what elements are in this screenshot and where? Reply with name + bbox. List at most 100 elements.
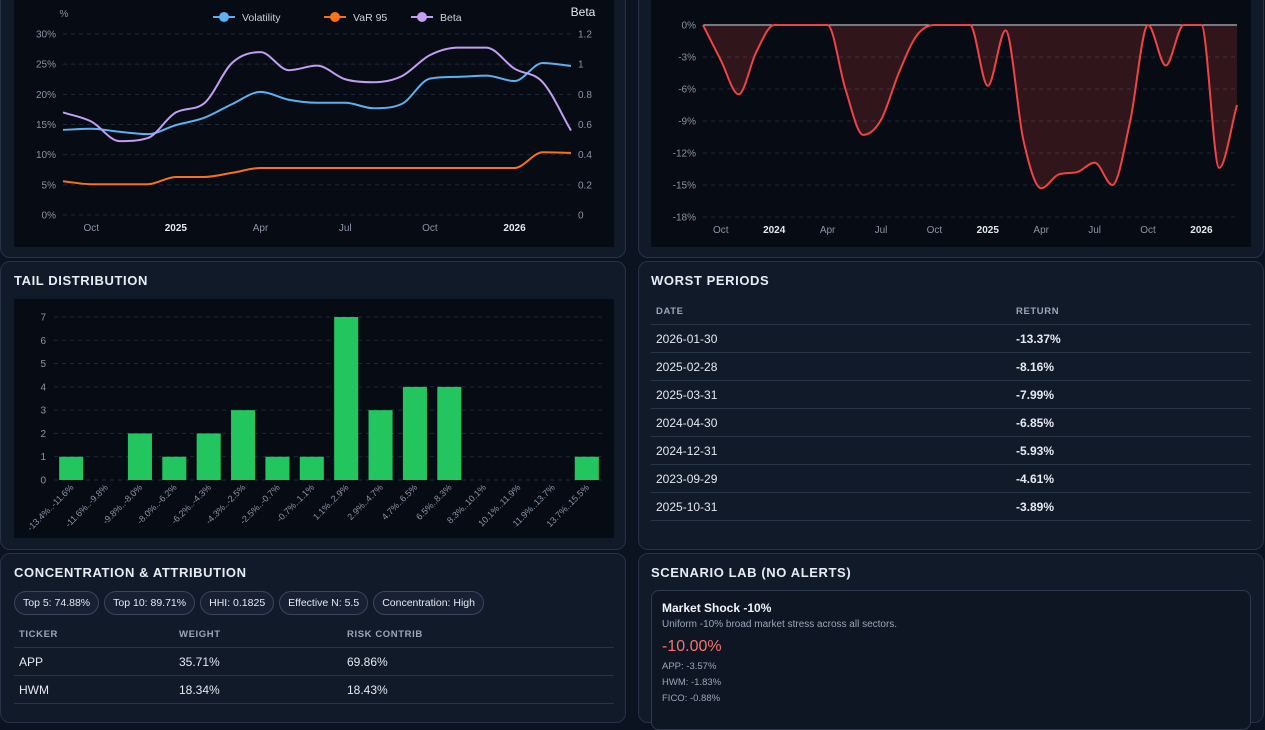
table-cell: 2024-12-31	[651, 436, 1011, 465]
risk-chart: 0%5%10%15%20%25%30%Oct 2025 Apr Jul Oct 20260…	[36, 5, 596, 234]
table-cell: -3.89%	[1011, 492, 1251, 521]
table-row: APP 35.71% 69.86%	[14, 647, 614, 676]
table-row: 2024-04-30 -6.85%	[651, 408, 1251, 437]
y-tick-label: 30%	[36, 30, 56, 41]
panel-title: TAIL DISTRIBUTION	[14, 273, 148, 288]
panel-title: SCENARIO LAB (NO ALERTS)	[651, 565, 852, 580]
header-row: DATE RETURN	[651, 298, 1251, 325]
table-cell: 2025-02-28	[651, 352, 1011, 381]
legend-label: Volatility	[242, 12, 281, 24]
plot-area: 0 1 2 3 4 5 6 7 -13.4%..-11.6% -11.6%..-9.8% -9.8%…	[14, 299, 614, 538]
x-tick-label: 2025	[165, 223, 188, 234]
x-tick-label: Apr	[820, 225, 836, 236]
series-line	[62, 46, 572, 143]
y-tick-label: 6	[40, 336, 46, 347]
legend-label: VaR 95	[353, 12, 387, 24]
table-cell: 2025-03-31	[651, 380, 1011, 409]
bar	[162, 456, 187, 480]
column-header: WEIGHT	[174, 621, 342, 648]
y2-tick-label: 1	[578, 60, 584, 71]
y-tick-label: -9%	[678, 117, 696, 128]
x-tick-label: 2026	[503, 223, 526, 234]
y2-axis-label: Beta	[571, 5, 596, 19]
x-tick-label: Oct	[1140, 225, 1156, 236]
concentration-table: TICKER WEIGHT RISK CONTRIB APP 35.71% 69.86% H…	[14, 621, 614, 704]
bar	[437, 386, 462, 480]
panel-title: CONCENTRATION & ATTRIBUTION	[14, 565, 247, 580]
y-tick-label: -15%	[673, 181, 696, 192]
y-tick-label: 0%	[682, 21, 697, 32]
x-tick-label: Oct	[927, 225, 943, 236]
worst-table: DATE RETURN 2026-01-30 -13.37% 2025-02-28 -8.…	[651, 298, 1251, 521]
y-tick-label: 20%	[36, 90, 56, 101]
y-tick-label: 7	[40, 313, 46, 324]
metric-pill: Top 5: 74.88%	[14, 591, 100, 615]
table-row: 2024-12-31 -5.93%	[651, 436, 1251, 465]
bar	[231, 410, 256, 480]
y-tick-label: -6%	[678, 85, 696, 96]
y2-tick-label: 0.4	[578, 150, 592, 161]
table-cell: 18.43%	[342, 675, 614, 704]
plot-area: 0% -3% -6% -9% -12% -15% -18% Oct 2024 Apr Jul Oct 2…	[651, 0, 1251, 247]
legend-marker	[330, 12, 340, 22]
y-tick-label: 5	[40, 359, 46, 370]
y-tick-label: 0%	[42, 211, 57, 222]
table-row: 2025-02-28 -8.16%	[651, 352, 1251, 381]
holding-impact: APP: -3.57%	[662, 661, 717, 672]
metric-pill: Top 10: 89.71%	[104, 591, 196, 615]
table-row: HWM 18.34% 18.43%	[14, 675, 614, 704]
bar	[196, 433, 221, 480]
series-line	[62, 151, 572, 186]
plot-area: 0% 5% 10% 15% 20% 25% 30% Oct 2025 Apr Jul Oct 2026 0…	[14, 0, 614, 247]
scenario-name: Market Shock -10%	[662, 601, 772, 615]
y-tick-label: -12%	[673, 149, 696, 160]
table-row: 2025-03-31 -7.99%	[651, 380, 1251, 409]
y-tick-label: 1	[40, 452, 46, 463]
table-row: 2023-09-29 -4.61%	[651, 464, 1251, 493]
table-row: 2025-10-31 -3.89%	[651, 492, 1251, 521]
table-cell: -7.99%	[1011, 380, 1251, 409]
table-cell: -13.37%	[1011, 324, 1251, 353]
column-header: DATE	[651, 298, 1011, 325]
y-tick-label: 2	[40, 429, 46, 440]
bar	[368, 410, 393, 480]
y2-tick-label: 1.2	[578, 30, 592, 41]
y-tick-label: 4	[40, 382, 46, 393]
x-tick-label: 2.9%..4.7%	[345, 482, 385, 522]
metric-pill: Concentration: High	[373, 591, 484, 615]
bar	[574, 456, 599, 480]
bar	[299, 456, 324, 480]
tail-chart: 01234567-13.4%..-11.6%-11.6%..-9.8%-9.8%…	[25, 313, 604, 533]
legend-label: Beta	[440, 12, 462, 24]
metric-pill: Effective N: 5.5	[279, 591, 369, 615]
holding-impact: HWM: -1.83%	[662, 677, 722, 688]
table-cell: 69.86%	[342, 647, 614, 676]
x-tick-label: 2025	[977, 225, 1000, 236]
scenario-description: Uniform -10% broad market stress across …	[662, 619, 898, 630]
table-cell: 18.34%	[174, 675, 342, 704]
x-tick-label: Oct	[83, 223, 99, 234]
x-tick-label: Oct	[713, 225, 729, 236]
y-tick-label: 15%	[36, 120, 56, 131]
series-line	[62, 61, 572, 136]
table-cell: 2024-04-30	[651, 408, 1011, 437]
x-tick-label: 2024	[763, 225, 786, 236]
bar	[265, 456, 290, 480]
legend-marker	[219, 12, 229, 22]
table-cell: HWM	[14, 675, 174, 704]
table-cell: 2026-01-30	[651, 324, 1011, 353]
column-header: TICKER	[14, 621, 174, 648]
x-tick-label: Jul	[875, 225, 888, 236]
drawdown-chart: 0% -3% -6% -9% -12% -15% -18% Oct 2024 Apr Jul Oct 2…	[673, 21, 1238, 236]
holding-impact: FICO: -0.88%	[662, 693, 721, 704]
header-row: TICKER WEIGHT RISK CONTRIB	[14, 621, 614, 648]
bar	[334, 317, 359, 480]
scenario-card: Market Shock -10% Uniform -10% broad mar…	[651, 590, 1251, 730]
table-cell: 2023-09-29	[651, 464, 1011, 493]
y-tick-label: -18%	[673, 213, 696, 224]
y-tick-label: 5%	[42, 180, 57, 191]
bar	[127, 433, 152, 480]
area-line	[702, 23, 1238, 190]
x-tick-label: 4.7%..6.5%	[380, 482, 420, 522]
